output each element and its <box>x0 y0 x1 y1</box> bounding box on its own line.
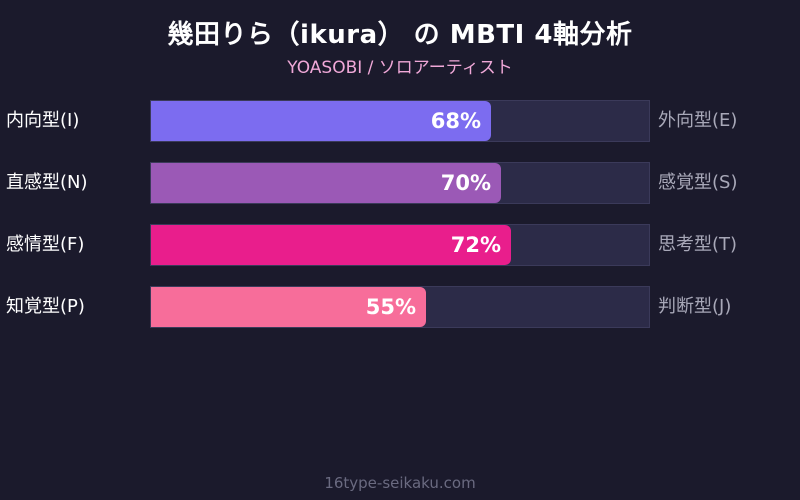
axis-row-ft: 感情型(F) 72% 思考型(T) <box>0 224 800 266</box>
percent-label: 70% <box>440 171 491 195</box>
percent-label: 55% <box>365 295 416 319</box>
left-trait-label: 知覚型(P) <box>6 296 85 317</box>
bar-fill: 72% <box>151 225 511 265</box>
left-trait-label: 内向型(I) <box>6 110 80 131</box>
bar-track: 68% <box>150 100 650 142</box>
right-trait-label: 思考型(T) <box>658 234 738 255</box>
chart-title: 幾田りら（ikura） の MBTI 4軸分析 <box>167 20 633 50</box>
chart-subtitle: YOASOBI / ソロアーティスト <box>287 58 513 78</box>
bar-track: 55% <box>150 286 650 328</box>
axis-row-ie: 内向型(I) 68% 外向型(E) <box>0 100 800 142</box>
left-trait-label: 直感型(N) <box>6 172 88 193</box>
right-trait-label: 判断型(J) <box>658 296 732 317</box>
bar-fill: 68% <box>151 101 491 141</box>
bar-track: 70% <box>150 162 650 204</box>
percent-label: 72% <box>450 233 501 257</box>
right-trait-label: 外向型(E) <box>658 110 738 131</box>
bar-fill: 55% <box>151 287 426 327</box>
footer-credit: 16type-seikaku.com <box>324 474 476 492</box>
bar-track: 72% <box>150 224 650 266</box>
axis-row-pj: 知覚型(P) 55% 判断型(J) <box>0 286 800 328</box>
right-trait-label: 感覚型(S) <box>658 172 738 193</box>
percent-label: 68% <box>430 109 481 133</box>
axis-row-ns: 直感型(N) 70% 感覚型(S) <box>0 162 800 204</box>
left-trait-label: 感情型(F) <box>6 234 85 255</box>
bar-fill: 70% <box>151 163 501 203</box>
